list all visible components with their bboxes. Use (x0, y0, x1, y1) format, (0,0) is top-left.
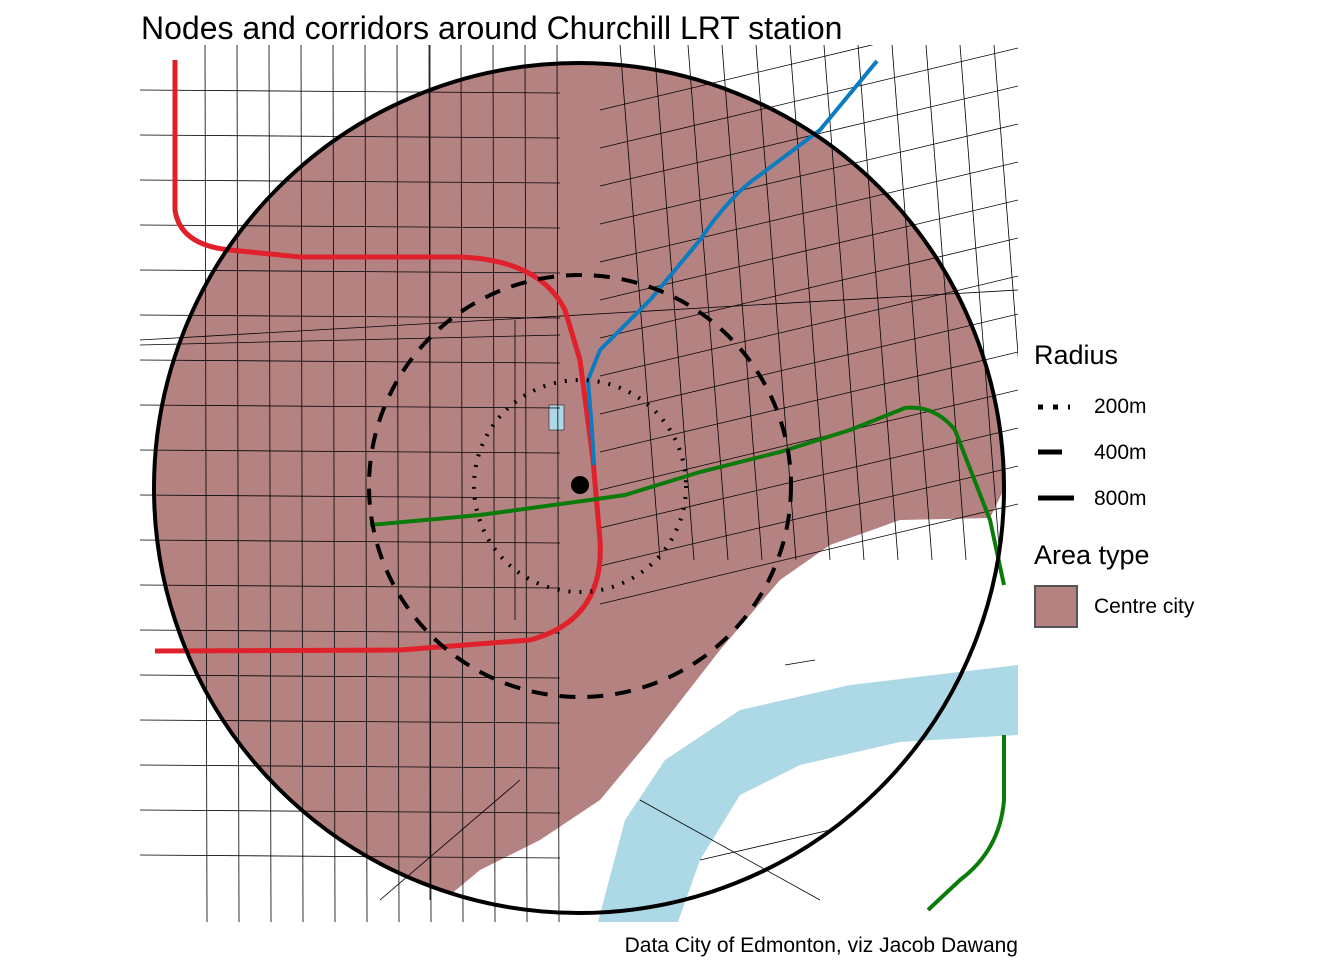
street-segment (599, 45, 874, 111)
street-segment (379, 779, 521, 901)
legend-keys (1034, 404, 1078, 628)
street-segment (789, 45, 831, 561)
legend-label-800m: 800m (1094, 487, 1147, 510)
legend-label-centre-city: Centre city (1094, 595, 1195, 618)
street-segment (140, 809, 561, 814)
radius-200m-circle (472, 378, 688, 594)
river (598, 665, 1018, 922)
street-segment (140, 539, 561, 544)
street-segment (925, 45, 967, 561)
street-segment (599, 389, 1018, 491)
street-segment (140, 719, 561, 724)
street-segment (268, 45, 272, 922)
street-segment (687, 45, 729, 561)
street-network (140, 45, 1018, 922)
street-segment (140, 404, 561, 409)
street-segment (204, 45, 208, 922)
street-segment (140, 179, 561, 184)
street-segment (140, 89, 561, 94)
legend-label-200m: 200m (1094, 395, 1147, 418)
street-segment (140, 854, 561, 859)
street-segment (599, 123, 1018, 225)
street-segment (599, 427, 1018, 529)
street-segment (891, 45, 933, 561)
corridor-red (154, 60, 603, 654)
street-segment (784, 659, 816, 666)
street-segment (959, 45, 1001, 561)
street-segment (619, 45, 661, 561)
street-segment (140, 629, 561, 634)
street-segment (524, 45, 528, 922)
street-segment (140, 289, 1018, 341)
street-segment (300, 45, 304, 922)
street-segment (140, 269, 561, 274)
street-segment (599, 503, 1018, 605)
legend-radius-title: Radius (1034, 340, 1119, 370)
water-pond (548, 404, 565, 431)
legend-key-centre-city (1034, 585, 1078, 628)
map-title: Nodes and corridors around Churchill LRT… (141, 10, 843, 46)
street-segment (140, 314, 561, 319)
street-segment (556, 45, 560, 922)
street-segment (857, 45, 899, 561)
street-segment (236, 45, 240, 922)
street-segment (140, 134, 561, 139)
street-segment (639, 799, 821, 901)
street-segment (364, 45, 368, 922)
street-segment (140, 359, 561, 364)
street-segment (492, 45, 496, 922)
street-segment (755, 45, 797, 561)
map-caption: Data City of Edmonton, viz Jacob Dawang (624, 934, 1018, 957)
street-segment (599, 351, 1018, 453)
street-segment (599, 199, 1018, 301)
radius-400m-circle (367, 273, 793, 699)
street-segment (599, 465, 1018, 567)
street-segment (599, 47, 1018, 149)
street-segment (332, 45, 336, 922)
radius-800m-circle (152, 61, 1006, 915)
street-segment (460, 45, 464, 922)
corridor-green (369, 405, 1006, 912)
street-segment (721, 45, 763, 561)
corridor-blue (585, 59, 879, 466)
street-segment (699, 829, 831, 861)
street-segment (599, 275, 1018, 377)
churchill-station-node (571, 476, 589, 494)
street-segment (993, 45, 1018, 360)
street-segment (140, 449, 561, 454)
legend-area-title: Area type (1034, 540, 1150, 570)
street-segment (140, 584, 561, 589)
street-segment (140, 764, 561, 769)
street-segment (140, 224, 561, 229)
legend-label-400m: 400m (1094, 441, 1147, 464)
street-segment (396, 45, 400, 922)
street-segment (140, 334, 561, 346)
street-segment (140, 494, 561, 499)
street-segment (823, 45, 865, 561)
